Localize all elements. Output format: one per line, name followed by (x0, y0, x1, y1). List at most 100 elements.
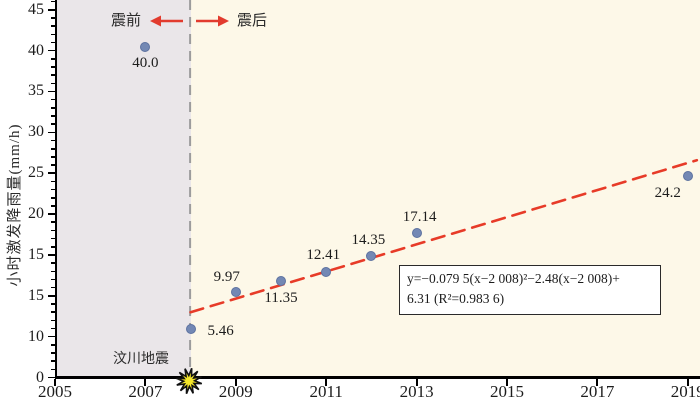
y-minor-tick (51, 344, 56, 346)
y-minor-tick (51, 221, 56, 224)
y-tick-label: 40 (28, 41, 44, 59)
y-tick-label: 35 (28, 82, 44, 100)
equation-line1: y=−0.079 5(x−2 008)²−2.48(x−2 008)+ (407, 271, 620, 286)
equation-line2: 6.31 (R²=0.983 6) (407, 291, 505, 307)
y-major-tick (48, 295, 56, 297)
y-major-tick (48, 254, 56, 256)
y-major-tick (48, 335, 56, 338)
y-minor-tick (51, 278, 56, 281)
y-tick-label: 30 (28, 123, 44, 141)
pre-quake-arrow-icon (150, 15, 183, 27)
y-major-tick (48, 213, 56, 215)
x-tick-label: 2009 (218, 382, 253, 400)
data-point (140, 41, 151, 52)
x-major-tick (234, 379, 237, 386)
trend-dashed-line (189, 158, 699, 314)
x-major-tick (144, 379, 147, 386)
x-tick-label: 2015 (490, 382, 524, 400)
pre-quake-label: 震前 (110, 13, 141, 29)
y-minor-tick (51, 66, 56, 68)
y-minor-tick (51, 245, 56, 248)
y-tick-label: 25 (28, 164, 44, 182)
data-point-label: 12.41 (306, 247, 341, 264)
y-tick-label: 0 (36, 368, 44, 386)
y-minor-tick (51, 270, 56, 273)
x-major-tick (686, 379, 689, 386)
y-minor-tick (51, 74, 56, 76)
data-point (276, 275, 286, 286)
y-minor-tick (51, 164, 56, 166)
y-tick-label: 15 (28, 245, 44, 263)
data-point (411, 228, 422, 239)
y-minor-tick (51, 286, 56, 289)
y-minor-tick (51, 139, 56, 142)
data-point-label: 9.97 (213, 269, 240, 286)
x-major-tick (54, 379, 56, 386)
y-tick-label: 20 (28, 205, 44, 223)
y-minor-tick (51, 17, 56, 19)
y-minor-tick (51, 115, 56, 117)
y-minor-tick (51, 229, 56, 232)
data-point-label: 40.0 (132, 54, 159, 71)
data-point-label: 5.46 (207, 322, 234, 339)
y-minor-tick (51, 303, 56, 305)
x-tick-label: 2005 (38, 382, 72, 400)
y-minor-tick (51, 123, 56, 125)
y-tick-label: 10 (28, 327, 44, 345)
y-minor-tick (51, 327, 56, 330)
y-tick-label: 15 (28, 286, 44, 304)
y-major-tick (48, 49, 56, 52)
y-minor-tick (51, 33, 56, 36)
x-tick-label: 2013 (399, 382, 434, 400)
y-major-tick (48, 172, 56, 175)
earthquake-star-icon (176, 368, 203, 394)
y-minor-tick (51, 188, 56, 191)
data-point-label: 17.14 (402, 209, 437, 226)
y-minor-tick (51, 311, 56, 313)
y-minor-tick (51, 82, 56, 85)
y-minor-tick (51, 352, 56, 354)
data-point (321, 267, 332, 278)
y-major-tick (48, 376, 56, 379)
x-tick-label: 2017 (580, 382, 615, 400)
x-tick-label: 2019 (670, 382, 700, 400)
y-minor-tick (51, 41, 56, 44)
y-minor-tick (51, 368, 56, 371)
x-tick-label: 2011 (309, 382, 343, 400)
y-minor-tick (51, 360, 56, 362)
x-major-tick (506, 379, 508, 386)
pre-quake-region (57, 0, 191, 376)
data-point-label: 14.35 (351, 232, 386, 249)
x-major-tick (596, 379, 599, 386)
y-minor-tick (51, 205, 56, 207)
y-minor-tick (51, 98, 56, 101)
y-axis-line (55, 0, 57, 378)
y-minor-tick (51, 196, 56, 199)
data-point (366, 251, 377, 262)
data-point (185, 323, 196, 334)
post-quake-label: 震后 (236, 13, 267, 29)
quake-name-label: 汶川地震 (113, 352, 169, 367)
y-tick-label: 45 (28, 0, 44, 18)
y-major-tick (48, 131, 56, 134)
y-major-tick (48, 9, 56, 11)
y-minor-tick (51, 237, 56, 240)
equation-box: y=−0.079 5(x−2 008)²−2.48(x−2 008)+ 6.31… (399, 265, 661, 315)
data-point-label: 24.2 (654, 184, 681, 201)
y-minor-tick (51, 262, 56, 264)
y-minor-tick (51, 25, 56, 27)
x-tick-label: 2007 (128, 382, 163, 400)
data-point-label: 11.35 (264, 289, 298, 306)
y-minor-tick (51, 319, 56, 322)
y-minor-tick (51, 58, 56, 60)
data-point (682, 170, 693, 181)
x-major-tick (325, 379, 328, 386)
y-minor-tick (51, 107, 56, 109)
y-minor-tick (51, 180, 56, 183)
post-quake-arrow-icon (196, 15, 229, 27)
y-major-tick (48, 90, 56, 93)
